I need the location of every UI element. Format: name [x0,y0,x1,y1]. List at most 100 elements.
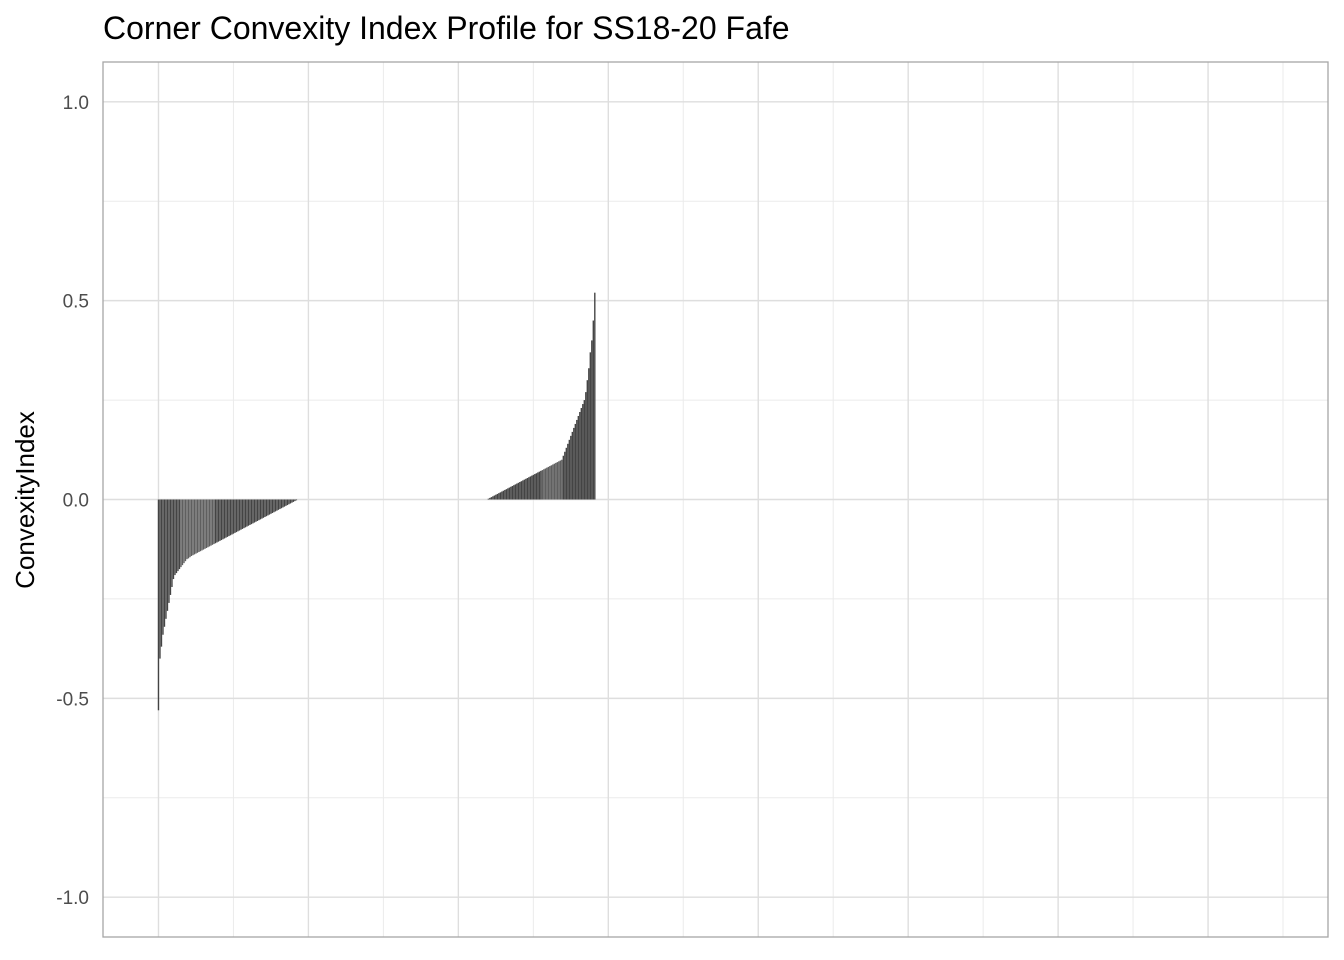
bar [163,499,166,627]
bar [564,451,566,500]
bar [177,499,179,572]
bar [238,499,241,531]
bar [537,472,539,500]
bar [498,493,500,500]
bar [162,499,164,635]
bar [228,499,230,537]
bar [277,499,280,510]
bar [538,471,541,500]
bar [586,380,588,500]
bar [282,499,284,508]
bar [567,443,569,500]
bar [295,499,298,501]
y-tick-label: 0.5 [63,292,89,313]
bar [255,499,257,522]
bar-series [157,292,596,711]
bar [273,499,275,513]
bar [240,499,242,530]
bar [232,499,235,534]
grid-major [103,62,1328,937]
bar [540,470,542,500]
bar [286,499,289,506]
bar [172,499,175,580]
bar [171,499,173,587]
bar [244,499,247,528]
bar [589,352,591,500]
bar [187,499,190,559]
bar [220,499,223,541]
bar [501,491,503,500]
bar [207,499,209,548]
bar [262,499,265,518]
bar [289,499,292,504]
bar [487,498,490,500]
bar [514,484,517,500]
bar [517,482,520,500]
bar [531,475,533,500]
bar [181,499,184,566]
bar [157,499,160,711]
bar [247,499,250,526]
bar [210,499,212,546]
bar [577,415,579,500]
bar [264,499,266,517]
bar [235,499,238,533]
bar [175,499,178,574]
bar [174,499,176,576]
chart-title: Corner Convexity Index Profile for SS18-… [103,10,790,46]
bar [211,499,214,545]
bar [180,499,182,568]
bar [201,499,203,551]
bar [258,499,260,521]
bar [259,499,262,520]
bar [547,466,550,500]
bar [549,466,551,500]
bar [519,482,521,500]
y-tick-label: 1.0 [63,93,89,114]
bar [565,447,567,500]
bar [268,499,271,515]
bar [190,499,193,556]
y-tick-label: -1.0 [56,888,89,909]
bar [535,473,538,500]
bar [241,499,244,529]
bar [502,490,505,500]
bar [499,492,502,500]
bar [571,431,573,500]
bar [279,499,281,510]
bar [291,499,293,503]
bar [270,499,272,514]
bar [178,499,181,570]
bar [510,486,512,500]
bar [504,489,506,500]
bar [189,499,191,558]
bar [243,499,245,529]
bar [213,499,215,545]
bar [219,499,221,541]
bar [265,499,268,517]
bar [280,499,283,509]
bar [199,499,202,552]
bar [208,499,211,547]
bar [196,499,199,553]
bar [198,499,200,552]
bar [511,485,514,500]
panel-outline [102,61,1329,938]
bar [246,499,248,527]
bar [276,499,278,511]
bar [588,368,590,500]
bar [526,478,529,500]
bar [544,468,547,500]
bar [516,483,518,500]
bar [568,439,570,500]
bar [541,470,544,500]
bar [522,480,524,500]
bar [490,497,493,500]
bar [543,469,545,500]
bar [528,477,530,500]
bar [183,499,185,564]
bar [576,419,578,500]
bar [288,499,290,505]
